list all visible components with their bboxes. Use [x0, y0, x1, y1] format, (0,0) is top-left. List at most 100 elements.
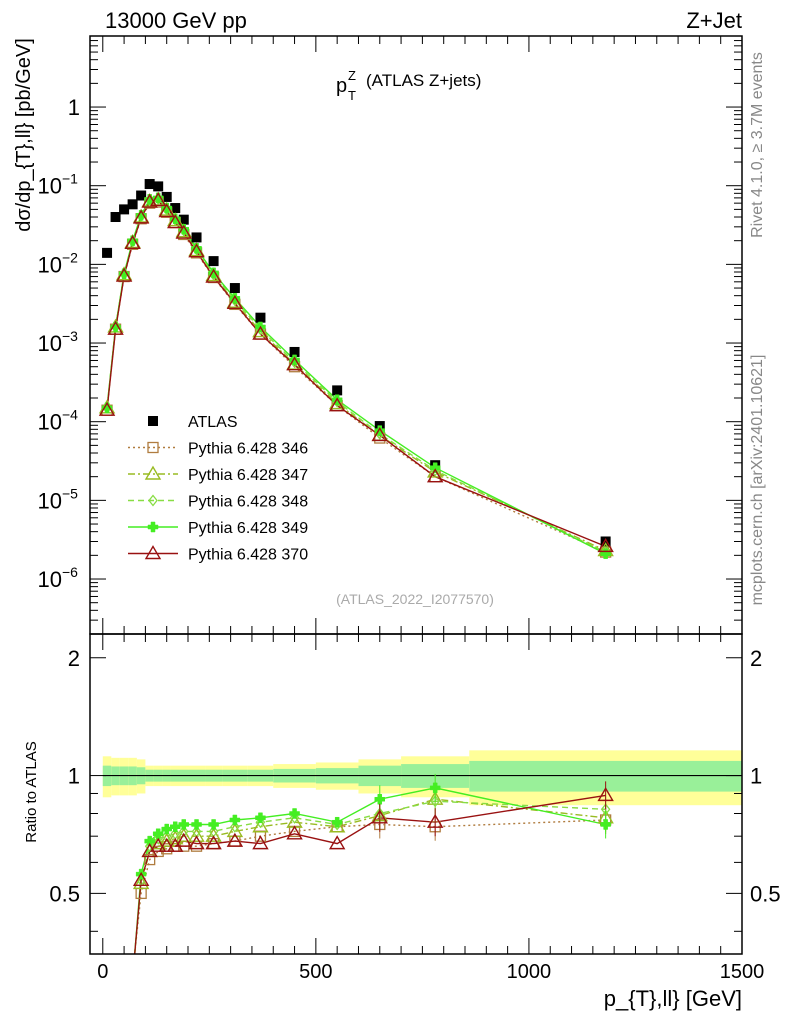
main-ytick-exp-1: −1 [62, 171, 78, 187]
ratio-point-s3-7 [208, 819, 219, 830]
main-point-s5-6 [149, 192, 167, 207]
main-point-s5-1 [107, 320, 124, 335]
ratio-series-line-0 [134, 819, 606, 955]
ratio-point-s4-7 [205, 835, 222, 850]
main-point-s5-4 [132, 209, 150, 224]
main-point-s5-12 [226, 294, 244, 309]
main-point-s0-10 [191, 232, 202, 243]
ratio-point-s3-10 [289, 808, 300, 819]
ratio-point-s4-4 [167, 837, 184, 852]
ratio-point-s3-8 [229, 814, 241, 826]
ratio-point-s1-6 [188, 827, 205, 842]
ratio-point-s2-3 [161, 830, 172, 843]
ratio-point-s3-1 [144, 835, 155, 847]
ratio-point-s0-1 [144, 853, 156, 866]
ratio-point-s4-2 [149, 837, 167, 852]
ratio-point-s3-2 [152, 828, 164, 840]
ratio-series-line-3 [134, 787, 606, 955]
ratio-ylabel: Ratio to ATLAS [23, 741, 40, 842]
main-ytick-label-0: 1 [68, 95, 80, 120]
main-point-s5-18 [597, 537, 614, 553]
ratio-ytick-label-right-0: 0.5 [750, 881, 781, 906]
main-point-s5-7 [158, 203, 175, 218]
ratio-ytick-label-left-1: 1 [68, 764, 80, 789]
main-point-s4-12 [229, 293, 241, 304]
ratio-point-s4-3 [158, 837, 175, 852]
ratio-point-s2-9 [255, 816, 266, 829]
legend-marker-0 [148, 416, 158, 426]
main-point-s4-10 [191, 243, 202, 254]
legend-label-1: Pythia 6.428 346 [188, 441, 308, 458]
ratio-panel: 0.5 0.5 1 1 2 2 0 500 1000 1500 Ratio to ATLAS p… [23, 633, 781, 1011]
legend-label-5: Pythia 6.428 370 [188, 547, 308, 564]
main-point-s4-11 [208, 267, 219, 279]
main-point-s5-2 [115, 267, 133, 282]
ratio-point-s1-5 [175, 827, 192, 842]
ratio-point-s3-6 [191, 819, 202, 830]
main-ytick-label-3: 10 [38, 331, 62, 356]
title-p: p [336, 75, 347, 97]
main-point-s0-14 [289, 346, 300, 357]
ratio-ytick-label-right-1: 1 [750, 764, 762, 789]
mcplots-label: mcplots.cern.ch [arXiv:2401.10621] [749, 355, 766, 606]
main-point-s0-2 [119, 204, 130, 215]
legend-marker-3 [148, 494, 158, 507]
ratio-point-s4-5 [175, 832, 192, 847]
main-point-s5-11 [205, 268, 222, 283]
ratio-point-s4-14 [597, 786, 614, 802]
legend-marker-5 [144, 545, 162, 560]
main-point-s5-0 [98, 401, 116, 416]
ratio-point-s2-5 [178, 825, 189, 838]
main-point-s0-0 [102, 247, 113, 258]
main-point-s4-14 [289, 354, 300, 366]
main-point-s5-14 [286, 356, 303, 371]
main-point-s0-15 [332, 385, 343, 396]
ratio-point-s3-14 [600, 819, 611, 830]
ratio-point-s1-9 [252, 818, 269, 833]
xtick-label-1: 500 [299, 961, 332, 983]
ratio-point-s2-10 [289, 811, 300, 824]
main-point-s0-13 [255, 312, 266, 323]
ratio-point-s3-13 [429, 782, 441, 794]
ratio-point-s4-6 [188, 835, 205, 850]
ratio-point-s3-11 [331, 816, 343, 828]
legend-label-0: ATLAS [188, 414, 238, 431]
rivet-version-label: Rivet 4.1.0, ≥ 3.7M events [749, 52, 766, 238]
ratio-ytick-label-left-2: 2 [68, 646, 80, 671]
main-ytick-label-5: 10 [38, 488, 62, 513]
ratio-point-s3-3 [161, 823, 172, 835]
analysis-id: (ATLAS_2022_I2077570) [336, 591, 494, 607]
main-point-s5-10 [188, 243, 205, 258]
legend-marker-4 [147, 521, 159, 533]
main-title: p Z T (ATLAS Z+jets) [336, 68, 481, 103]
main-point-s0-1 [110, 212, 121, 223]
legend-label-2: Pythia 6.428 347 [188, 467, 308, 484]
main-point-s0-5 [144, 179, 155, 190]
legend-label-3: Pythia 6.428 348 [188, 494, 308, 511]
legend: ATLAS Pythia 6.428 346 Pythia 6.428 347 Pyt… [128, 414, 308, 564]
main-point-s5-8 [167, 214, 184, 229]
xtick-label-2: 1000 [507, 961, 552, 983]
main-point-s4-16 [374, 425, 386, 436]
main-point-s5-17 [426, 468, 444, 483]
main-point-s5-15 [328, 397, 346, 412]
ratio-point-s4-10 [286, 825, 303, 840]
ratio-point-s4-0 [132, 871, 150, 886]
main-point-s0-9 [178, 214, 189, 225]
title-rest: (ATLAS Z+jets) [366, 71, 481, 90]
process-label: Z+Jet [686, 8, 742, 33]
ratio-point-s3-9 [255, 812, 266, 824]
ratio-point-s4-8 [226, 832, 244, 847]
main-ytick-label-4: 10 [38, 410, 62, 435]
ratio-point-s2-2 [153, 832, 164, 845]
main-point-s0-4 [136, 190, 147, 201]
main-point-s5-9 [175, 224, 192, 239]
legend-marker-1 [147, 441, 159, 454]
ratio-point-s1-8 [226, 823, 244, 838]
ratio-point-s2-13 [430, 795, 441, 808]
ratio-point-s4-1 [141, 843, 158, 858]
xtick-label-0: 0 [97, 961, 108, 983]
main-ytick-exp-6: −6 [62, 564, 78, 580]
